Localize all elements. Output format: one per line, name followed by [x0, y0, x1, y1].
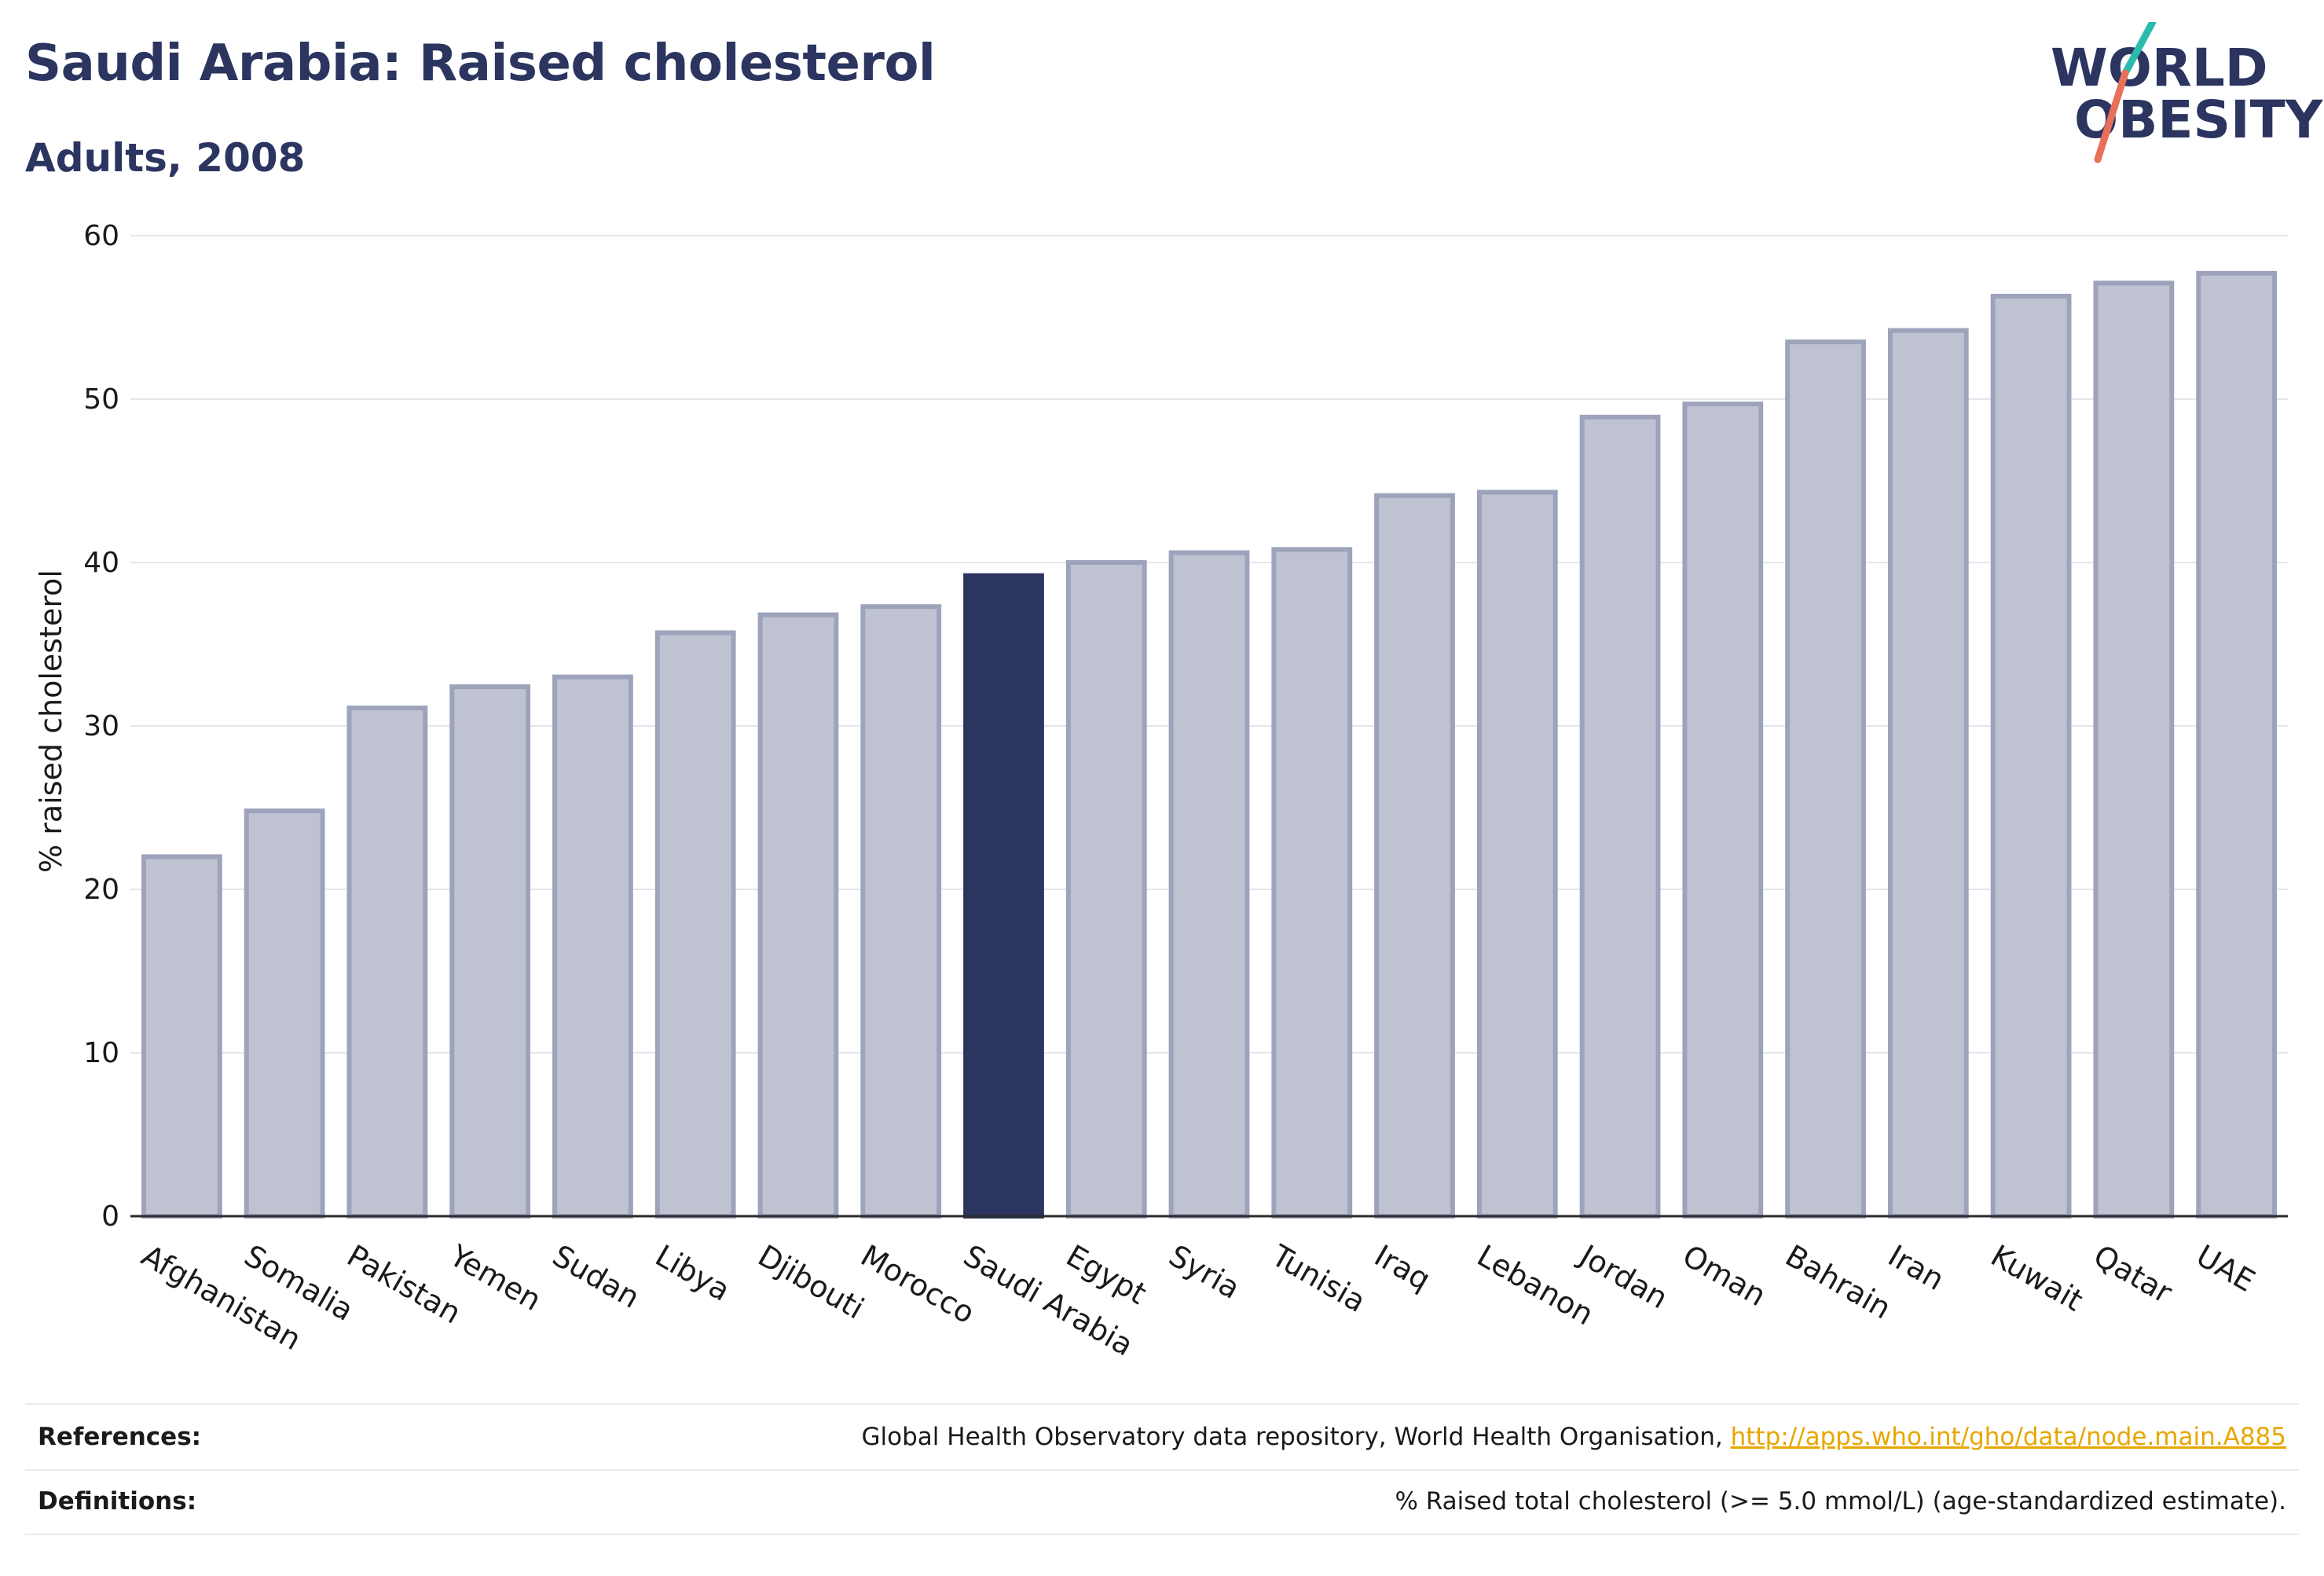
- definitions-label: Definitions:: [38, 1487, 197, 1516]
- bar: [141, 854, 222, 1219]
- bar: [1990, 293, 2072, 1219]
- x-tick-label: Libya: [650, 1238, 736, 1308]
- x-tick-label: Bahrain: [1780, 1238, 1897, 1326]
- y-tick-label: 0: [101, 1200, 119, 1233]
- x-tick-label: Lebanon: [1472, 1238, 1600, 1332]
- x-tick-label: Qatar: [2088, 1238, 2178, 1310]
- x-tick-label: Saudi Arabia: [958, 1238, 1139, 1363]
- bar: [1579, 414, 1661, 1219]
- x-tick-label: Iran: [1882, 1238, 1950, 1297]
- bar: [860, 604, 942, 1219]
- bar: [1374, 493, 1455, 1219]
- bar: [244, 808, 325, 1219]
- footer-divider: [25, 1534, 2299, 1535]
- bar: [1271, 547, 1353, 1219]
- bar: [1887, 328, 1969, 1219]
- y-tick-label: 40: [83, 547, 119, 579]
- bar: [654, 630, 736, 1219]
- logo-slash-icon: [2094, 22, 2157, 163]
- references-link[interactable]: http://apps.who.int/gho/data/node.main.A…: [1730, 1423, 2286, 1451]
- world-obesity-logo: WORLD OBESITY: [2051, 22, 2322, 163]
- x-tick-label: Pakistan: [341, 1238, 467, 1331]
- bar: [757, 612, 839, 1219]
- bar: [552, 674, 633, 1219]
- bar: [1168, 550, 1250, 1219]
- bar: [2093, 280, 2175, 1219]
- definitions-text: % Raised total cholesterol (>= 5.0 mmol/…: [1395, 1487, 2286, 1516]
- logo-line1: WORLD: [2051, 38, 2268, 98]
- references-value: Global Health Observatory data repositor…: [862, 1423, 2286, 1451]
- bar: [1682, 401, 1764, 1219]
- references-row: References: Global Health Observatory da…: [25, 1406, 2299, 1468]
- footer-divider: [25, 1403, 2299, 1405]
- bar: [2196, 270, 2278, 1219]
- bar: [1065, 560, 1147, 1219]
- y-tick-label: 30: [83, 710, 119, 742]
- x-tick-label: Syria: [1164, 1238, 1246, 1306]
- x-tick-label: Tunisia: [1265, 1237, 1371, 1319]
- x-tick-label: Sudan: [547, 1238, 646, 1315]
- bar: [1785, 339, 1866, 1219]
- y-tick-label: 20: [83, 874, 119, 906]
- definitions-row: Definitions: % Raised total cholesterol …: [25, 1471, 2299, 1532]
- page-title: Saudi Arabia: Raised cholesterol: [25, 35, 936, 93]
- x-tick-label: Iraq: [1369, 1238, 1436, 1297]
- y-tick-label: 10: [83, 1037, 119, 1069]
- bar: [449, 684, 531, 1219]
- y-axis-label: % raised cholesterol: [34, 570, 68, 873]
- bar: [963, 573, 1044, 1219]
- page-subtitle: Adults, 2008: [25, 135, 306, 181]
- bar: [1476, 489, 1558, 1219]
- x-tick-label: UAE: [2190, 1238, 2260, 1299]
- references-label: References:: [38, 1423, 202, 1451]
- x-tick-label: Oman: [1677, 1238, 1772, 1313]
- x-tick-label: Morocco: [855, 1238, 981, 1331]
- bar-chart: 0102030405060AfghanistanSomaliaPakistanY…: [83, 220, 2288, 1363]
- references-text: Global Health Observatory data repositor…: [861, 1423, 1723, 1451]
- y-tick-label: 60: [83, 220, 119, 252]
- x-tick-label: Djibouti: [752, 1238, 870, 1326]
- bar: [346, 706, 428, 1219]
- footer-divider: [25, 1469, 2299, 1471]
- y-tick-label: 50: [83, 383, 119, 416]
- x-tick-label: Kuwait: [1985, 1238, 2089, 1318]
